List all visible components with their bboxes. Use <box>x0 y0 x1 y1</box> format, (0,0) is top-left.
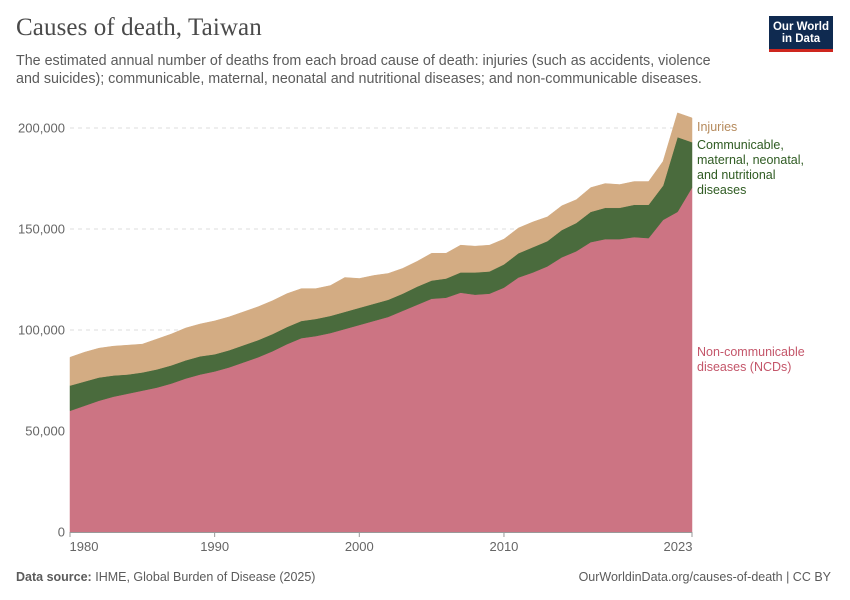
data-source-label: Data source: <box>16 570 92 584</box>
series-label-1-line-2: and nutritional <box>697 168 776 182</box>
data-source: Data source: IHME, Global Burden of Dise… <box>16 570 315 584</box>
y-tick-label-200000: 200,000 <box>18 121 65 136</box>
logo-line-2: in Data <box>781 33 821 45</box>
x-tick-label-2000: 2000 <box>345 539 374 554</box>
series-label-2-line-0: Injuries <box>697 120 737 134</box>
x-tick-label-2023: 2023 <box>664 539 693 554</box>
y-tick-label-100000: 100,000 <box>18 323 65 338</box>
chart-subtitle: The estimated annual number of deaths fr… <box>16 53 711 87</box>
x-tick-label-2010: 2010 <box>489 539 518 554</box>
x-tick-label-1990: 1990 <box>200 539 229 554</box>
axis-layer: 0 50,000 100,000 150,000 200,000 1980 1990 2000… <box>18 121 693 554</box>
area-layer <box>69 112 693 533</box>
x-tick-label-1980: 1980 <box>70 539 99 554</box>
owid-logo[interactable]: Our World in Data <box>769 16 833 52</box>
source-url-link[interactable]: OurWorldinData.org/causes-of-death | CC … <box>578 570 831 584</box>
chart-title: Causes of death, Taiwan <box>16 14 262 41</box>
series-label-0-line-0: Non-communicable <box>697 345 805 359</box>
series-label-1-line-0: Communicable, <box>697 138 784 152</box>
series-label-1: Communicable,maternal, neonatal,and nutr… <box>697 138 804 197</box>
y-tick-label-0: 0 <box>58 525 65 540</box>
series-label-2: Injuries <box>697 120 737 134</box>
y-tick-label-150000: 150,000 <box>18 222 65 237</box>
series-label-1-line-3: diseases <box>697 183 746 197</box>
y-tick-label-50000: 50,000 <box>25 424 65 439</box>
logo-line-1: Our World <box>772 21 829 33</box>
series-label-0-line-1: diseases (NCDs) <box>697 360 791 374</box>
area-series-2 <box>69 112 693 386</box>
series-label-1-line-1: maternal, neonatal, <box>697 153 804 167</box>
data-source-text: IHME, Global Burden of Disease (2025) <box>95 570 316 584</box>
